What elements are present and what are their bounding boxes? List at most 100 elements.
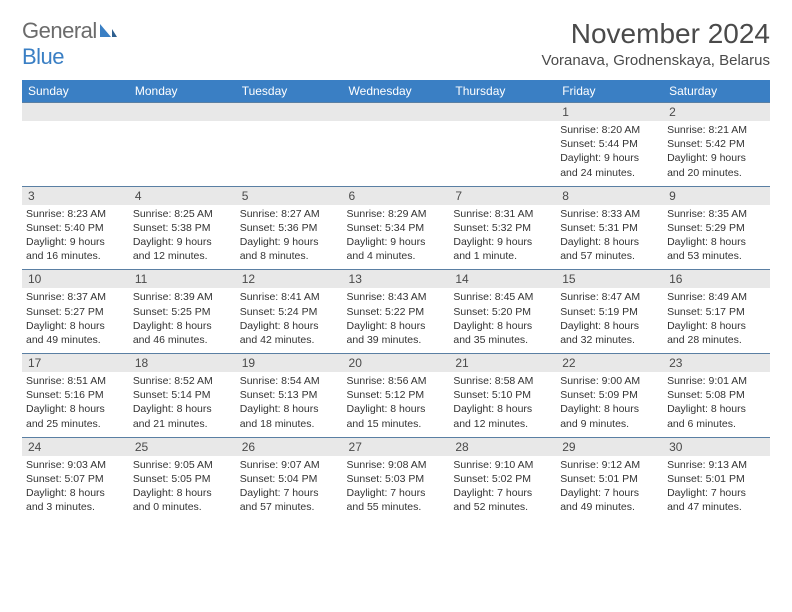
day-number: 21 <box>449 354 556 372</box>
day-content: Sunrise: 8:47 AMSunset: 5:19 PMDaylight:… <box>556 288 663 353</box>
sunrise-text: Sunrise: 8:20 AM <box>560 123 659 137</box>
sunrise-text: Sunrise: 9:00 AM <box>560 374 659 388</box>
sunset-text: Sunset: 5:16 PM <box>26 388 125 402</box>
day-header-thu: Thursday <box>449 80 556 103</box>
daylight-text-2: and 57 minutes. <box>560 249 659 263</box>
sunrise-text: Sunrise: 9:12 AM <box>560 458 659 472</box>
day-content: Sunrise: 8:56 AMSunset: 5:12 PMDaylight:… <box>343 372 450 437</box>
daylight-text-1: Daylight: 8 hours <box>453 319 552 333</box>
day-cell: 10Sunrise: 8:37 AMSunset: 5:27 PMDayligh… <box>22 270 129 354</box>
day-cell: 14Sunrise: 8:45 AMSunset: 5:20 PMDayligh… <box>449 270 556 354</box>
daylight-text-2: and 3 minutes. <box>26 500 125 514</box>
day-number: 2 <box>663 103 770 121</box>
daylight-text-1: Daylight: 8 hours <box>347 319 446 333</box>
daylight-text-1: Daylight: 8 hours <box>240 402 339 416</box>
daylight-text-2: and 25 minutes. <box>26 417 125 431</box>
sunrise-text: Sunrise: 8:51 AM <box>26 374 125 388</box>
daylight-text-1: Daylight: 7 hours <box>667 486 766 500</box>
sunrise-text: Sunrise: 8:52 AM <box>133 374 232 388</box>
day-content: Sunrise: 8:23 AMSunset: 5:40 PMDaylight:… <box>22 205 129 270</box>
daylight-text-1: Daylight: 8 hours <box>667 319 766 333</box>
day-number: 23 <box>663 354 770 372</box>
day-cell: 24Sunrise: 9:03 AMSunset: 5:07 PMDayligh… <box>22 437 129 520</box>
daylight-text-2: and 32 minutes. <box>560 333 659 347</box>
daylight-text-1: Daylight: 8 hours <box>560 235 659 249</box>
sunset-text: Sunset: 5:01 PM <box>560 472 659 486</box>
sunset-text: Sunset: 5:12 PM <box>347 388 446 402</box>
sunrise-text: Sunrise: 8:47 AM <box>560 290 659 304</box>
month-title: November 2024 <box>542 18 770 50</box>
day-number: 17 <box>22 354 129 372</box>
daylight-text-2: and 20 minutes. <box>667 166 766 180</box>
day-header-wed: Wednesday <box>343 80 450 103</box>
day-cell: 3Sunrise: 8:23 AMSunset: 5:40 PMDaylight… <box>22 186 129 270</box>
week-row: 24Sunrise: 9:03 AMSunset: 5:07 PMDayligh… <box>22 437 770 520</box>
day-content: Sunrise: 8:27 AMSunset: 5:36 PMDaylight:… <box>236 205 343 270</box>
sunset-text: Sunset: 5:01 PM <box>667 472 766 486</box>
day-header-sat: Saturday <box>663 80 770 103</box>
sunrise-text: Sunrise: 8:23 AM <box>26 207 125 221</box>
day-cell <box>129 103 236 187</box>
day-number-empty <box>129 103 236 121</box>
day-number: 5 <box>236 187 343 205</box>
daylight-text-1: Daylight: 8 hours <box>133 319 232 333</box>
sunset-text: Sunset: 5:07 PM <box>26 472 125 486</box>
day-number: 15 <box>556 270 663 288</box>
day-content: Sunrise: 9:01 AMSunset: 5:08 PMDaylight:… <box>663 372 770 437</box>
sunrise-text: Sunrise: 8:35 AM <box>667 207 766 221</box>
day-cell: 22Sunrise: 9:00 AMSunset: 5:09 PMDayligh… <box>556 354 663 438</box>
sunrise-text: Sunrise: 9:13 AM <box>667 458 766 472</box>
day-cell: 26Sunrise: 9:07 AMSunset: 5:04 PMDayligh… <box>236 437 343 520</box>
day-cell <box>22 103 129 187</box>
sunrise-text: Sunrise: 8:27 AM <box>240 207 339 221</box>
day-content: Sunrise: 9:13 AMSunset: 5:01 PMDaylight:… <box>663 456 770 521</box>
daylight-text-2: and 52 minutes. <box>453 500 552 514</box>
day-content: Sunrise: 8:51 AMSunset: 5:16 PMDaylight:… <box>22 372 129 437</box>
day-content: Sunrise: 8:33 AMSunset: 5:31 PMDaylight:… <box>556 205 663 270</box>
day-number: 12 <box>236 270 343 288</box>
sunset-text: Sunset: 5:24 PM <box>240 305 339 319</box>
daylight-text-1: Daylight: 8 hours <box>26 402 125 416</box>
logo: General Blue <box>22 18 117 70</box>
day-cell: 18Sunrise: 8:52 AMSunset: 5:14 PMDayligh… <box>129 354 236 438</box>
sunset-text: Sunset: 5:08 PM <box>667 388 766 402</box>
daylight-text-1: Daylight: 8 hours <box>347 402 446 416</box>
day-content: Sunrise: 8:31 AMSunset: 5:32 PMDaylight:… <box>449 205 556 270</box>
day-cell: 28Sunrise: 9:10 AMSunset: 5:02 PMDayligh… <box>449 437 556 520</box>
daylight-text-2: and 1 minute. <box>453 249 552 263</box>
sunset-text: Sunset: 5:17 PM <box>667 305 766 319</box>
daylight-text-1: Daylight: 7 hours <box>240 486 339 500</box>
day-header-row: Sunday Monday Tuesday Wednesday Thursday… <box>22 80 770 103</box>
day-content: Sunrise: 8:37 AMSunset: 5:27 PMDaylight:… <box>22 288 129 353</box>
daylight-text-1: Daylight: 8 hours <box>560 402 659 416</box>
sunrise-text: Sunrise: 9:01 AM <box>667 374 766 388</box>
week-row: 17Sunrise: 8:51 AMSunset: 5:16 PMDayligh… <box>22 354 770 438</box>
sunrise-text: Sunrise: 8:37 AM <box>26 290 125 304</box>
day-content: Sunrise: 9:12 AMSunset: 5:01 PMDaylight:… <box>556 456 663 521</box>
sunset-text: Sunset: 5:05 PM <box>133 472 232 486</box>
daylight-text-1: Daylight: 9 hours <box>133 235 232 249</box>
day-number: 20 <box>343 354 450 372</box>
day-content: Sunrise: 9:08 AMSunset: 5:03 PMDaylight:… <box>343 456 450 521</box>
sunset-text: Sunset: 5:02 PM <box>453 472 552 486</box>
day-cell: 2Sunrise: 8:21 AMSunset: 5:42 PMDaylight… <box>663 103 770 187</box>
day-cell: 16Sunrise: 8:49 AMSunset: 5:17 PMDayligh… <box>663 270 770 354</box>
day-content: Sunrise: 9:03 AMSunset: 5:07 PMDaylight:… <box>22 456 129 521</box>
day-cell: 25Sunrise: 9:05 AMSunset: 5:05 PMDayligh… <box>129 437 236 520</box>
sunset-text: Sunset: 5:40 PM <box>26 221 125 235</box>
daylight-text-2: and 47 minutes. <box>667 500 766 514</box>
day-number: 13 <box>343 270 450 288</box>
day-number: 1 <box>556 103 663 121</box>
day-content: Sunrise: 8:35 AMSunset: 5:29 PMDaylight:… <box>663 205 770 270</box>
sunrise-text: Sunrise: 8:45 AM <box>453 290 552 304</box>
day-content: Sunrise: 8:52 AMSunset: 5:14 PMDaylight:… <box>129 372 236 437</box>
daylight-text-2: and 4 minutes. <box>347 249 446 263</box>
daylight-text-1: Daylight: 8 hours <box>560 319 659 333</box>
day-number: 30 <box>663 438 770 456</box>
sunrise-text: Sunrise: 8:49 AM <box>667 290 766 304</box>
day-content-empty <box>129 121 236 179</box>
day-number-empty <box>22 103 129 121</box>
sunset-text: Sunset: 5:32 PM <box>453 221 552 235</box>
sunrise-text: Sunrise: 8:43 AM <box>347 290 446 304</box>
day-content: Sunrise: 9:10 AMSunset: 5:02 PMDaylight:… <box>449 456 556 521</box>
